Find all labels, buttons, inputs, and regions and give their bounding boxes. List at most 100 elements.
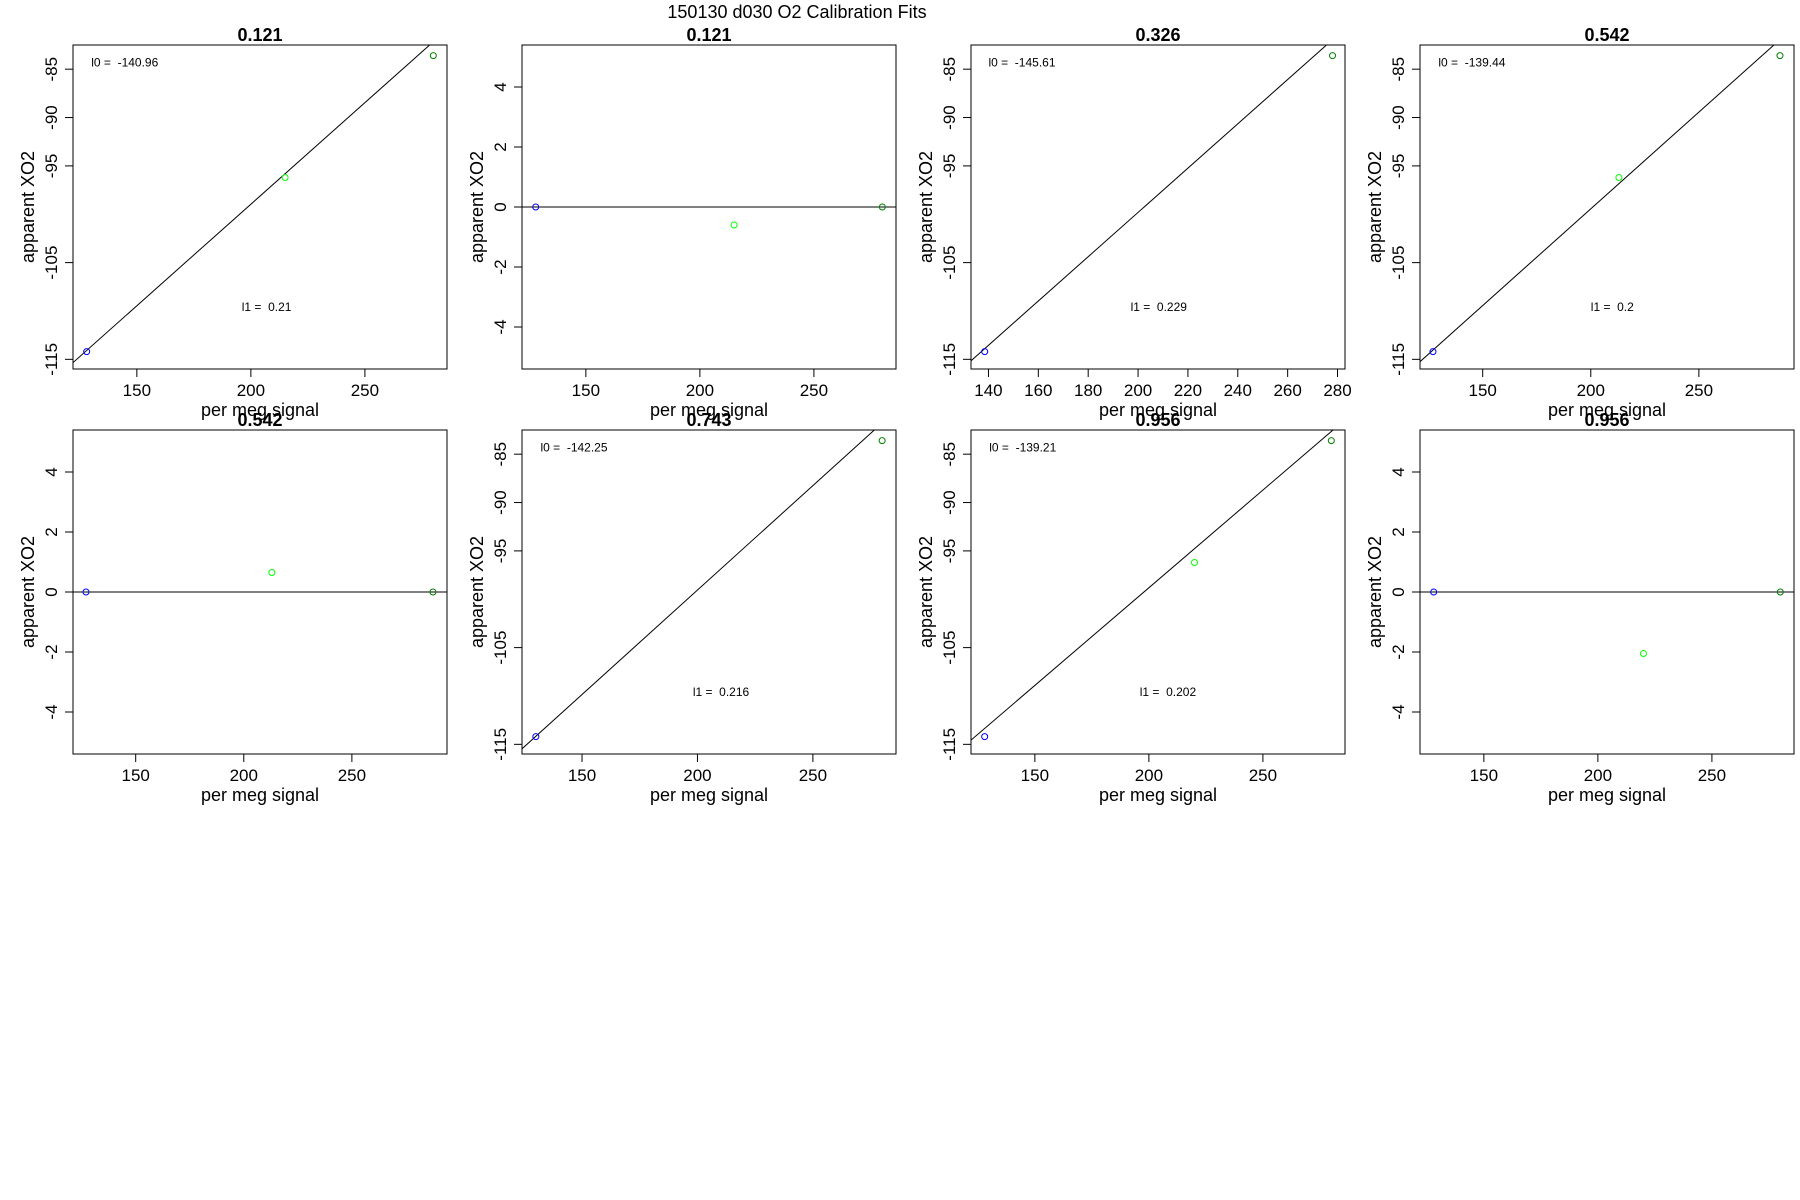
fit-annotation: l0 = -139.21 xyxy=(989,440,1056,454)
data-point xyxy=(268,569,276,576)
x-tick-label: 250 xyxy=(799,766,827,785)
fit-line xyxy=(1420,45,1775,363)
plot-frame xyxy=(970,429,1346,755)
y-axis: -115 -105 -95 -90 -85 apparent XO2 xyxy=(1365,57,1420,376)
y-axis-label: apparent XO2 xyxy=(1365,151,1385,263)
y-tick-label: -2 xyxy=(491,259,510,274)
panel-title: 0.121 xyxy=(237,25,282,45)
fit-annotation: l1 = 0.202 xyxy=(1140,685,1197,699)
y-tick-label: 0 xyxy=(1389,587,1408,596)
x-tick-label: 200 xyxy=(686,381,714,400)
fit-line xyxy=(971,430,1334,741)
x-axis-label: per meg signal xyxy=(650,400,768,420)
y-axis-label: apparent XO2 xyxy=(916,536,936,648)
x-axis: 140 160 180 200 220 240 260 280 per meg signal xyxy=(974,369,1352,420)
y-tick-label: 0 xyxy=(42,587,61,596)
fit-line xyxy=(522,430,876,750)
x-tick-label: 240 xyxy=(1224,381,1252,400)
x-tick-label: 200 xyxy=(683,766,711,785)
data-point xyxy=(1190,559,1198,567)
panel-title: 0.542 xyxy=(1584,25,1629,45)
y-axis: -4 -2 0 2 4 apparent XO2 xyxy=(1365,467,1420,720)
y-tick-label: -105 xyxy=(42,246,61,280)
x-tick-label: 260 xyxy=(1273,381,1301,400)
y-tick-label: -4 xyxy=(42,704,61,719)
data-point xyxy=(1429,348,1437,356)
x-tick-label: 150 xyxy=(572,381,600,400)
y-tick-label: -2 xyxy=(42,644,61,659)
x-tick-label: 140 xyxy=(974,381,1002,400)
x-tick-label: 150 xyxy=(1470,766,1498,785)
y-tick-label: -105 xyxy=(940,631,959,665)
x-axis: 150 200 250 per meg signal xyxy=(123,369,379,420)
panel-title: 0.326 xyxy=(1135,25,1180,45)
chart-panel: 0.956 150 200 250 per meg signal -4 -2 0 2 4 appar… xyxy=(1365,410,1795,805)
y-tick-label: -90 xyxy=(940,105,959,130)
y-axis-label: apparent XO2 xyxy=(1365,536,1385,648)
data-point xyxy=(1329,52,1337,60)
y-tick-label: -4 xyxy=(491,319,510,334)
x-tick-label: 150 xyxy=(123,381,151,400)
plot-frame xyxy=(521,429,897,755)
y-tick-label: -2 xyxy=(1389,644,1408,659)
y-axis-label: apparent XO2 xyxy=(467,536,487,648)
y-tick-label: -85 xyxy=(491,442,510,467)
x-axis: 150 200 250 per meg signal xyxy=(1469,369,1713,420)
y-tick-label: -115 xyxy=(940,343,959,376)
data-point xyxy=(429,52,437,60)
y-tick-label: -4 xyxy=(1389,704,1408,719)
y-tick-label: 2 xyxy=(42,527,61,536)
data-point xyxy=(730,221,738,229)
fit-annotation: l0 = -139.44 xyxy=(1438,55,1505,69)
data-point xyxy=(532,733,540,741)
x-tick-label: 200 xyxy=(237,381,265,400)
x-tick-label: 250 xyxy=(338,766,366,785)
x-axis: 150 200 250 per meg signal xyxy=(1021,754,1277,805)
fit-annotation: l0 = -145.61 xyxy=(988,55,1055,69)
data-point xyxy=(281,174,289,182)
x-tick-label: 150 xyxy=(1469,381,1497,400)
figure-title: 150130 d030 O2 Calibration Fits xyxy=(667,2,926,22)
panel-title: 0.956 xyxy=(1584,410,1629,430)
y-tick-label: -105 xyxy=(940,246,959,280)
y-tick-label: -85 xyxy=(42,57,61,82)
fit-annotation: l0 = -142.25 xyxy=(540,440,607,454)
panel-title: 0.956 xyxy=(1135,410,1180,430)
y-tick-label: -115 xyxy=(940,728,959,761)
y-tick-label: -90 xyxy=(42,105,61,130)
x-tick-label: 150 xyxy=(568,766,596,785)
y-axis: -115 -105 -95 -90 -85 apparent XO2 xyxy=(18,57,73,376)
y-axis: -4 -2 0 2 4 apparent XO2 xyxy=(467,82,522,335)
data-point xyxy=(1430,588,1438,596)
y-tick-label: -85 xyxy=(1389,57,1408,82)
x-tick-label: 250 xyxy=(800,381,828,400)
data-point xyxy=(1776,52,1784,60)
plot-frame xyxy=(1419,44,1795,370)
y-tick-label: 0 xyxy=(491,202,510,211)
fit-line xyxy=(971,45,1328,362)
x-tick-label: 180 xyxy=(1074,381,1102,400)
panel-title: 0.743 xyxy=(686,410,731,430)
y-tick-label: -85 xyxy=(940,57,959,82)
x-tick-label: 160 xyxy=(1024,381,1052,400)
data-point xyxy=(1776,588,1784,596)
fit-annotation: l1 = 0.229 xyxy=(1131,300,1188,314)
y-tick-label: -90 xyxy=(1389,105,1408,130)
fit-annotation: l1 = 0.216 xyxy=(693,685,750,699)
x-axis-label: per meg signal xyxy=(1548,400,1666,420)
fit-line xyxy=(73,45,431,364)
data-point xyxy=(532,203,540,211)
y-tick-label: -105 xyxy=(1389,246,1408,280)
y-tick-label: -95 xyxy=(940,539,959,564)
y-tick-label: -95 xyxy=(940,154,959,179)
x-axis: 150 200 250 per meg signal xyxy=(568,754,827,805)
x-axis-label: per meg signal xyxy=(1099,785,1217,805)
data-point xyxy=(878,437,886,445)
data-point xyxy=(429,588,437,596)
x-tick-label: 280 xyxy=(1323,381,1351,400)
x-axis-label: per meg signal xyxy=(1548,785,1666,805)
x-axis-label: per meg signal xyxy=(201,400,319,420)
x-tick-label: 250 xyxy=(351,381,379,400)
plot-frame xyxy=(72,44,448,370)
